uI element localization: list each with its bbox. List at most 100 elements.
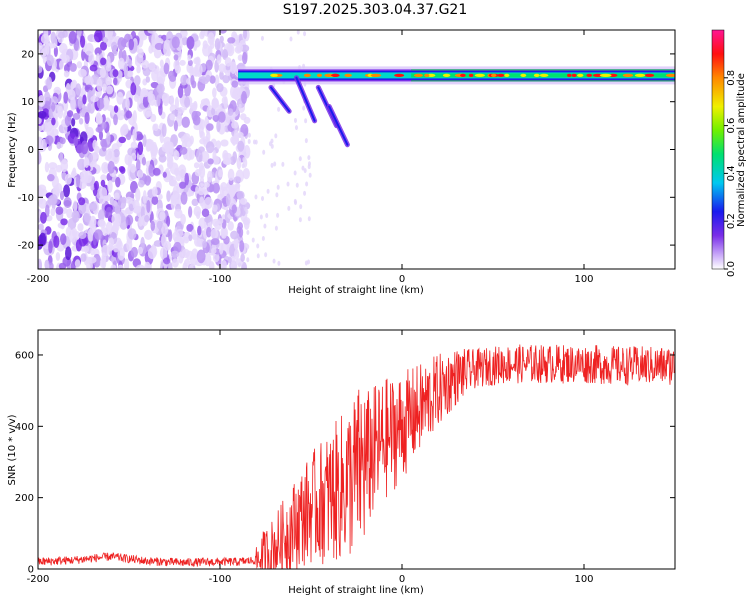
noise-blob [132,128,137,142]
noise-blob [90,183,95,191]
noise-blob [118,136,127,144]
noise-blob [239,240,245,253]
noise-blob [230,61,237,74]
noise-blob [66,208,73,219]
ridge-hotspot [644,73,655,78]
ridge-hotspot [533,73,540,78]
noise-blob [48,162,58,170]
noise-blob [90,95,99,103]
noise-blob [38,184,47,193]
noise-blob [40,211,47,224]
noise-blob [119,166,126,174]
noise-blob [151,186,158,197]
noise-blob [65,226,72,237]
noise-blob [295,182,299,188]
noise-blob [99,41,108,51]
y-tick-label: 20 [21,49,34,60]
snr-y-label: SNR (10 * v/v) [7,414,18,485]
noise-blob [75,83,82,96]
noise-blob [242,167,250,180]
colorbar-tick-label: 0.4 [726,165,737,181]
noise-blob [46,76,53,90]
noise-blob [124,196,133,204]
noise-blob [63,184,70,198]
noise-blob [133,75,141,86]
noise-blob [130,246,138,258]
noise-blob [217,218,224,225]
noise-blob [212,204,218,212]
noise-blob [94,47,102,56]
noise-blob [51,117,56,126]
y-tick-label: -20 [18,241,34,252]
y-tick-label: 10 [21,97,34,108]
noise-blob [187,54,192,62]
noise-blob [298,156,302,162]
spectrogram-y-label: Frequency (Hz) [7,112,18,188]
noise-blob [89,202,98,212]
noise-blob [156,70,166,85]
noise-blob [135,187,141,202]
noise-blob [294,125,298,131]
y-tick-label: 0 [28,145,34,156]
noise-blob [236,156,242,170]
noise-blob [38,117,42,125]
noise-blob [231,204,237,214]
noise-blob [60,218,68,226]
noise-blob [80,253,87,262]
noise-blob [212,182,221,194]
noise-blob [48,240,53,254]
noise-blob [231,80,239,88]
noise-blob [246,257,250,263]
noise-blob [170,114,176,121]
ridge-hotspot [592,73,604,78]
ridge-hotspot [599,73,612,78]
ridge-hotspot [586,73,593,78]
noise-blob [170,250,180,258]
noise-blob [211,97,219,110]
noise-blob [194,64,199,77]
noise-blob [211,247,217,254]
noise-blob [254,139,258,145]
noise-blob [161,143,170,153]
noise-blob [39,232,47,247]
noise-blob [260,35,264,41]
ridge-hotspot [571,73,577,78]
noise-blob [116,91,124,105]
noise-blob [87,256,97,264]
noise-blob [95,114,103,125]
noise-blob [45,41,50,56]
ridge-hotspot [504,73,510,78]
noise-blob [193,162,200,169]
noise-blob [40,33,50,45]
noise-blob [88,52,95,66]
noise-blob [273,161,277,167]
noise-blob [233,249,240,260]
noise-blob [98,196,106,205]
noise-blob [227,108,234,116]
noise-blob [303,31,307,37]
noise-blob [63,70,70,78]
noise-blob [105,85,114,95]
noise-blob [137,179,145,188]
noise-blob [218,30,227,34]
noise-blob [230,230,239,240]
noise-blob [90,248,95,256]
noise-blob [147,30,157,34]
noise-blob [196,249,206,264]
noise-blob [170,196,176,210]
snr-frame [37,329,676,570]
noise-blob [199,130,205,140]
noise-blob [166,190,171,202]
noise-blob [115,213,122,227]
noise-blob [101,138,108,152]
noise-blob [200,119,206,130]
noise-blob [152,167,161,176]
noise-blob [110,41,118,52]
noise-blob [220,139,229,147]
noise-blob [307,164,311,170]
noise-blob [205,141,215,154]
noise-blob [243,116,251,124]
noise-blob [180,191,188,205]
noise-blob [263,223,267,229]
